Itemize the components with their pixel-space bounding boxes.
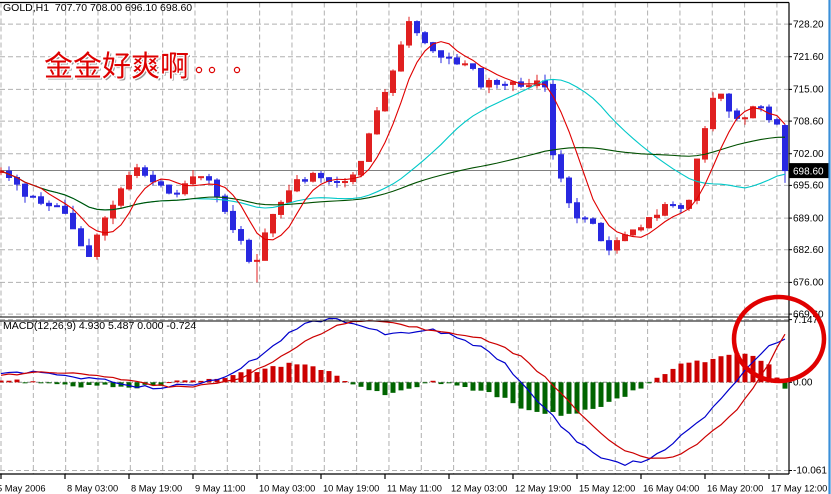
- svg-text:金金好爽啊: 金金好爽啊: [44, 50, 189, 83]
- svg-text:8 May 03:00: 8 May 03:00: [67, 484, 118, 494]
- svg-text:5 May 2006: 5 May 2006: [0, 484, 46, 494]
- svg-text:16 May 20:00: 16 May 20:00: [707, 484, 763, 494]
- svg-text:682.60: 682.60: [793, 245, 824, 256]
- svg-text:689.00: 689.00: [793, 213, 824, 224]
- svg-text:GOLD,H1 707.70 708.00 696.10: GOLD,H1 707.70 708.00 696.10 698.60: [3, 2, 192, 14]
- svg-text:-10.061: -10.061: [793, 466, 827, 477]
- svg-text:676.00: 676.00: [793, 278, 824, 289]
- svg-text:8 May 19:00: 8 May 19:00: [131, 484, 182, 494]
- svg-text:17 May 12:00: 17 May 12:00: [771, 484, 827, 494]
- svg-text:10 May 03:00: 10 May 03:00: [259, 484, 315, 494]
- svg-text:12 May 03:00: 12 May 03:00: [451, 484, 507, 494]
- svg-text:698.60: 698.60: [793, 166, 824, 177]
- svg-text:MACD(12,26,9) 4.930 5.487 0.00: MACD(12,26,9) 4.930 5.487 0.000 -0.724: [3, 320, 196, 332]
- svg-text:721.60: 721.60: [793, 52, 824, 63]
- svg-text:12 May 19:00: 12 May 19:00: [515, 484, 571, 494]
- svg-text:708.60: 708.60: [793, 116, 824, 127]
- svg-text:702.00: 702.00: [793, 149, 824, 160]
- svg-text:15 May 12:00: 15 May 12:00: [579, 484, 635, 494]
- svg-text:11 May 11:00: 11 May 11:00: [387, 484, 442, 494]
- svg-text:9 May 11:00: 9 May 11:00: [195, 484, 245, 494]
- svg-text:715.00: 715.00: [793, 85, 824, 96]
- svg-text:10 May 19:00: 10 May 19:00: [323, 484, 379, 494]
- svg-text:16 May 04:00: 16 May 04:00: [643, 484, 699, 494]
- svg-text:728.20: 728.20: [793, 19, 824, 30]
- svg-text:695.60: 695.60: [793, 181, 824, 192]
